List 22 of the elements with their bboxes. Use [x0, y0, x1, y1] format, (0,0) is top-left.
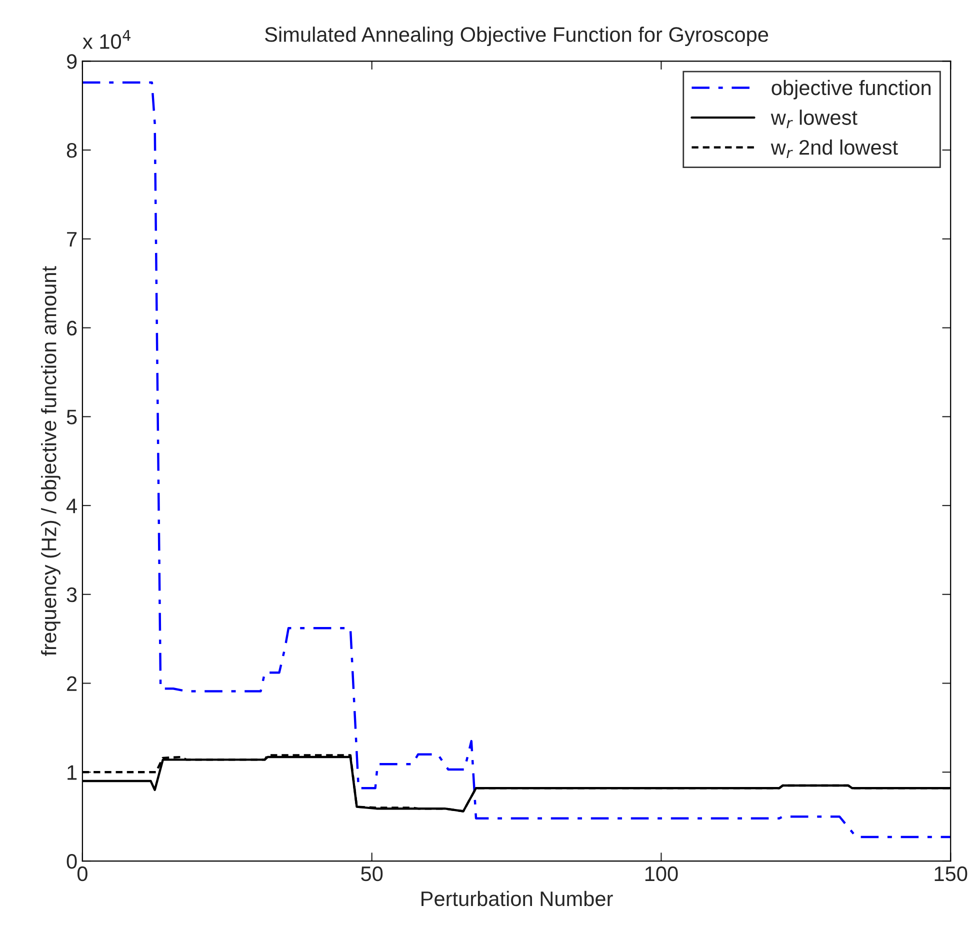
x-tick-label: 150 — [934, 866, 968, 882]
text: x 10$^{4}$ — [82, 30, 130, 49]
x-tick-label: 100 — [645, 866, 678, 882]
y-tick-label: 8 — [66, 143, 77, 158]
y-axis-title: frequency (Hz) / objective function amount — [41, 266, 60, 656]
legend-label: objective function — [772, 80, 931, 100]
line-series — [82, 81, 951, 838]
x-tick-label: 50 — [361, 866, 383, 882]
y-tick-label: 0 — [66, 854, 77, 869]
chart-title: Simulated Annealing Objective Function for Gyroscope — [265, 26, 768, 46]
y-tick-label: 9 — [66, 54, 77, 69]
y-tick-label: 4 — [66, 498, 77, 514]
y-tick-label: 6 — [67, 320, 77, 336]
y-tick-label: 7 — [67, 232, 77, 246]
y-tick-label: 3 — [66, 587, 77, 602]
y-tick-label: 2 — [67, 676, 77, 691]
y-tick-label: 1 — [68, 765, 77, 780]
legend-label: w$_{r}$ 2nd lowest — [770, 139, 898, 158]
x-tick-label: 0 — [77, 866, 88, 882]
x-axis-title: Perturbation Number — [422, 890, 613, 906]
legend-label: w$_{r}$ lowest — [770, 110, 858, 128]
y-tick-label: 5 — [66, 410, 77, 424]
